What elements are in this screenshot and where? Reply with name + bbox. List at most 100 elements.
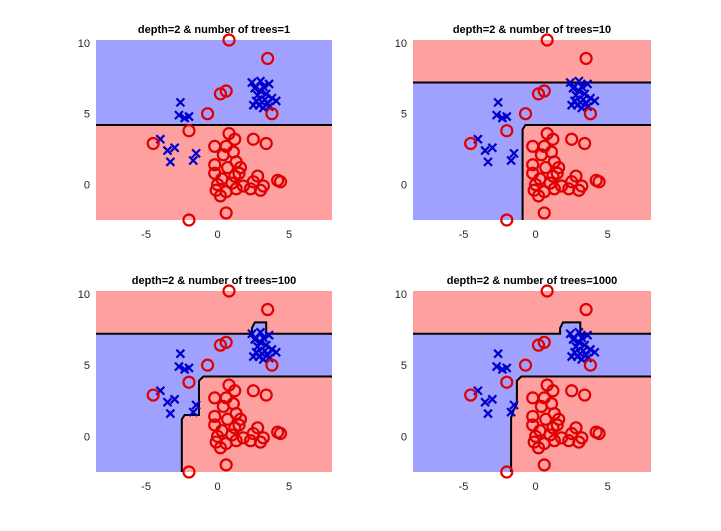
- cross-marker: [483, 157, 493, 167]
- cross-marker: [493, 348, 503, 359]
- circle-marker: [246, 384, 260, 398]
- circle-marker: [592, 175, 606, 189]
- cross-marker: [191, 148, 201, 159]
- circle-marker: [537, 84, 551, 98]
- circle-marker: [531, 189, 546, 203]
- x-tick-label: -5: [141, 229, 151, 241]
- circle-marker: [146, 136, 160, 151]
- circle-marker: [219, 84, 233, 98]
- cross-marker: [258, 333, 269, 343]
- circle-marker: [220, 412, 235, 426]
- circle-marker: [500, 375, 514, 389]
- plot-title: depth=2 & number of trees=1: [138, 24, 290, 36]
- circle-marker: [229, 434, 243, 448]
- cross-marker: [264, 79, 274, 89]
- cross-marker: [247, 77, 257, 88]
- plot-panel-1: -5 0 5 0 5 10 depth=2 & number of trees=1: [78, 24, 332, 241]
- circle-marker: [500, 124, 514, 138]
- y-tick-label: 5: [84, 109, 90, 121]
- y-tick-label: 10: [395, 289, 407, 301]
- decision-boundary: [521, 124, 651, 220]
- cross-marker: [248, 351, 259, 362]
- circle-marker: [537, 458, 551, 472]
- circle-marker: [500, 213, 514, 227]
- circle-marker: [222, 33, 236, 47]
- circle-marker: [526, 391, 540, 405]
- circle-marker: [182, 213, 196, 227]
- circle-marker: [259, 136, 273, 151]
- circle-marker: [261, 51, 275, 66]
- cross-marker: [247, 328, 257, 339]
- y-tick-label: 0: [401, 180, 407, 192]
- x-tick-label: 0: [533, 481, 539, 493]
- circle-marker: [228, 421, 242, 435]
- cross-marker: [169, 142, 180, 153]
- circle-marker: [213, 189, 228, 203]
- y-tick-label: 0: [84, 431, 90, 443]
- cross-marker: [184, 111, 194, 122]
- circle-marker: [537, 335, 551, 349]
- cross-marker: [509, 400, 519, 410]
- circle-marker: [265, 107, 279, 121]
- y-tick-label: 5: [84, 360, 90, 372]
- cross-marker: [165, 408, 176, 419]
- circle-marker: [219, 458, 233, 472]
- cross-marker: [576, 333, 587, 343]
- circle-marker: [540, 33, 554, 47]
- cross-marker: [493, 97, 503, 108]
- plot-title: depth=2 & number of trees=100: [132, 275, 296, 287]
- plot-panel-4: -5 0 5 0 5 10 depth=2 & number of trees=1000: [395, 275, 651, 493]
- x-tick-label: -5: [459, 481, 469, 493]
- circle-marker: [200, 107, 215, 121]
- cross-marker: [487, 394, 498, 405]
- y-tick-label: 10: [395, 38, 407, 50]
- circle-marker: [562, 182, 576, 196]
- circle-marker: [182, 375, 196, 389]
- x-tick-label: 0: [215, 481, 221, 493]
- cross-marker: [191, 400, 201, 410]
- y-tick-label: 10: [78, 289, 90, 301]
- cross-marker: [565, 328, 576, 339]
- cross-marker: [162, 397, 173, 407]
- circle-marker: [518, 107, 533, 121]
- circle-marker: [146, 388, 160, 402]
- x-tick-label: 5: [286, 229, 292, 241]
- circle-marker: [547, 182, 561, 196]
- circle-marker: [222, 284, 236, 298]
- circle-marker: [259, 388, 273, 402]
- cross-marker: [565, 77, 576, 88]
- x-tick-label: 5: [605, 481, 611, 493]
- circle-marker: [518, 358, 533, 372]
- cross-marker: [506, 407, 516, 417]
- circle-marker: [251, 169, 265, 183]
- cross-marker: [188, 155, 199, 166]
- cross-marker: [480, 397, 490, 407]
- cross-marker: [175, 348, 186, 359]
- circle-marker: [546, 132, 560, 146]
- cross-marker: [574, 327, 584, 338]
- y-tick-label: 5: [401, 360, 407, 372]
- circle-marker: [208, 409, 222, 424]
- cross-marker: [582, 330, 593, 340]
- circle-marker: [228, 169, 242, 183]
- circle-marker: [273, 426, 288, 441]
- cross-marker: [255, 76, 266, 86]
- circle-marker: [182, 124, 196, 138]
- cross-marker: [509, 148, 519, 159]
- circle-marker: [583, 358, 598, 372]
- plot-title: depth=2 & number of trees=1000: [447, 275, 618, 287]
- circle-marker: [569, 421, 583, 435]
- circle-marker: [592, 426, 606, 441]
- circle-marker: [546, 169, 560, 183]
- circle-marker: [213, 441, 228, 455]
- cross-marker: [175, 97, 186, 108]
- circle-marker: [228, 384, 242, 398]
- decision-boundary: [180, 375, 332, 472]
- circle-marker: [526, 158, 540, 172]
- x-tick-label: -5: [141, 481, 151, 493]
- cross-marker: [506, 155, 516, 166]
- plot-panel-3: -5 0 5 0 5 10 depth=2 & number of trees=100: [78, 275, 332, 493]
- circle-marker: [569, 169, 583, 183]
- circle-marker: [547, 434, 561, 448]
